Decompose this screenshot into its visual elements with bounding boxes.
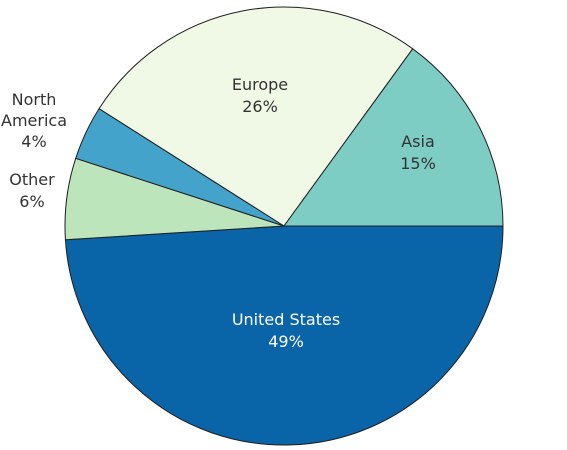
label-line: 49% xyxy=(268,332,304,351)
label-line: Europe xyxy=(232,75,288,94)
label-united-states: United States 49% xyxy=(232,310,340,351)
label-line: 4% xyxy=(21,132,46,151)
label-asia: Asia 15% xyxy=(400,132,436,173)
label-line: 6% xyxy=(19,192,44,211)
label-line: America xyxy=(1,111,67,130)
label-line: 26% xyxy=(242,97,278,116)
slice-asia xyxy=(283,48,504,227)
label-north-america: North America 4% xyxy=(1,90,67,151)
label-line: Asia xyxy=(401,132,435,151)
label-line: United States xyxy=(232,310,340,329)
label-line: 15% xyxy=(400,154,436,173)
slice-europe xyxy=(98,6,414,227)
slice-united-states xyxy=(64,225,504,446)
label-other: Other 6% xyxy=(9,170,55,211)
label-line: Other xyxy=(9,170,55,189)
label-line: North xyxy=(12,90,57,109)
label-europe: Europe 26% xyxy=(232,75,288,116)
